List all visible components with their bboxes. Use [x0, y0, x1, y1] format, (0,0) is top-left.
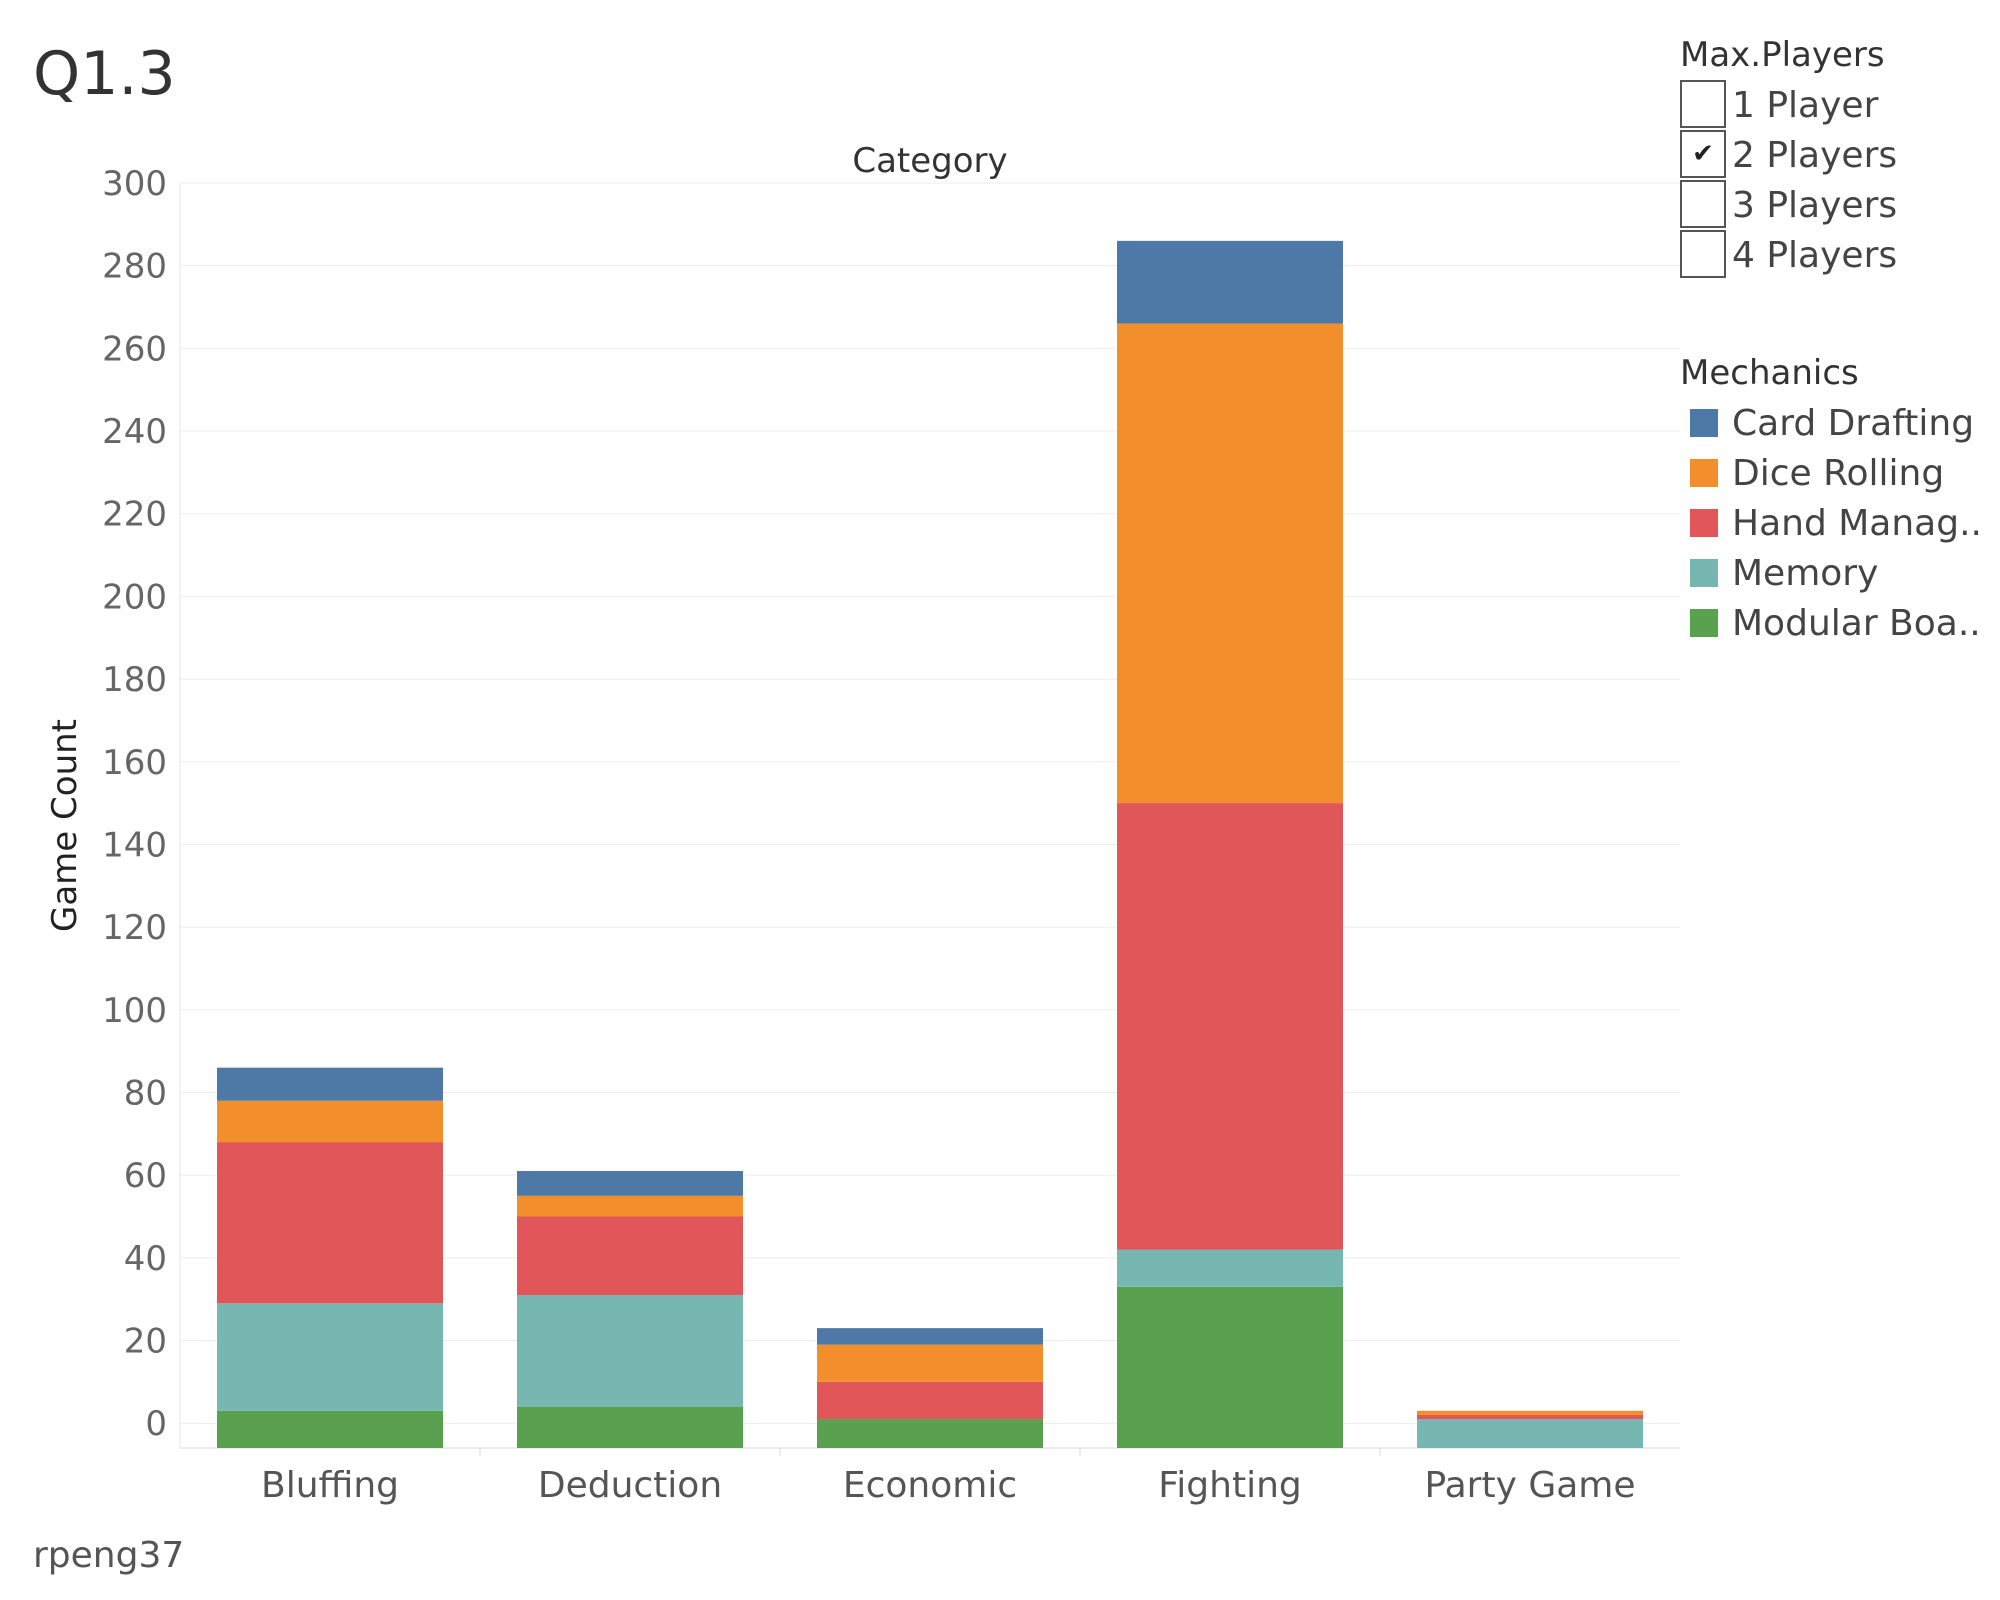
max-players-filter: 1 Player ✔ 2 Players 3 Players 4 Players	[1680, 80, 1990, 280]
filter-option[interactable]: 3 Players	[1680, 180, 1990, 230]
legend-swatch	[1690, 509, 1718, 537]
legend-item-label: Card Drafting	[1732, 402, 1975, 444]
filter-option-label: 3 Players	[1732, 184, 1898, 226]
bar-segment[interactable]	[1117, 240, 1343, 324]
filter-option[interactable]: ✔ 2 Players	[1680, 130, 1990, 180]
y-tick-label: 220	[102, 495, 167, 535]
legend-item-label: Hand Manag..	[1732, 502, 1982, 544]
legend-swatch	[1690, 609, 1718, 637]
legend-item-label: Modular Boa..	[1732, 602, 1981, 644]
bar-segment[interactable]	[217, 1067, 443, 1101]
y-tick-label: 200	[102, 577, 167, 617]
page-title: Q1.3	[33, 39, 176, 109]
legend-item-label: Memory	[1732, 552, 1879, 594]
y-tick-label: 40	[124, 1239, 167, 1279]
bar-segment[interactable]	[1417, 1410, 1643, 1415]
bar-segment[interactable]	[817, 1381, 1043, 1420]
y-tick-label: 280	[102, 247, 167, 287]
max-players-filter-title: Max.Players	[1680, 35, 1885, 75]
x-tick-label: Deduction	[538, 1465, 722, 1506]
bar-segment[interactable]	[817, 1328, 1043, 1345]
filter-option[interactable]: 1 Player	[1680, 80, 1990, 130]
y-tick-label: 260	[102, 329, 167, 369]
legend-item[interactable]: Modular Boa..	[1680, 598, 1990, 648]
y-axis-label: Game Count	[45, 719, 85, 932]
x-tick-label: Bluffing	[261, 1465, 399, 1506]
y-tick-label: 140	[102, 825, 167, 865]
y-tick-label: 60	[124, 1156, 167, 1196]
bar-segment[interactable]	[817, 1419, 1043, 1448]
bar-segment[interactable]	[1117, 803, 1343, 1250]
bar-segment[interactable]	[517, 1171, 743, 1196]
legend-item[interactable]: Dice Rolling	[1680, 448, 1990, 498]
y-tick-label: 0	[145, 1404, 167, 1444]
y-tick-label: 120	[102, 908, 167, 948]
filter-option[interactable]: 4 Players	[1680, 230, 1990, 280]
checkmark-icon: ✔	[1692, 139, 1714, 169]
y-tick-label: 240	[102, 412, 167, 452]
y-tick-label: 180	[102, 660, 167, 700]
bar-segment[interactable]	[517, 1295, 743, 1407]
author-caption: rpeng37	[33, 1535, 185, 1576]
filter-checkbox[interactable]	[1680, 80, 1726, 128]
mechanics-legend-title: Mechanics	[1680, 353, 1859, 393]
legend-swatch	[1690, 409, 1718, 437]
mechanics-legend: Mechanics Card Drafting Dice Rolling Hand …	[1680, 348, 1990, 648]
filter-option-label: 4 Players	[1732, 234, 1898, 276]
bar-segment[interactable]	[517, 1216, 743, 1296]
filter-option-label: 2 Players	[1732, 134, 1898, 176]
bar-segment[interactable]	[1117, 1286, 1343, 1448]
bar-segment[interactable]	[817, 1344, 1043, 1382]
filter-checkbox[interactable]	[1680, 180, 1726, 228]
bar-segment[interactable]	[517, 1406, 743, 1448]
bar-segment[interactable]	[1417, 1419, 1643, 1448]
y-tick-label: 80	[124, 1073, 167, 1113]
y-tick-label: 100	[102, 991, 167, 1031]
legend-item[interactable]: Memory	[1680, 548, 1990, 598]
bar-segment[interactable]	[1117, 323, 1343, 804]
y-tick-label: 20	[124, 1322, 167, 1362]
stacked-bar-chart: Category 0 20 40 60 80 100 120 140 160 180 200 220 24…	[45, 141, 1680, 1506]
x-tick-label: Party Game	[1425, 1465, 1636, 1506]
y-tick-label: 160	[102, 743, 167, 783]
legend-item[interactable]: Hand Manag..	[1680, 498, 1990, 548]
bar-segment[interactable]	[217, 1303, 443, 1411]
legend-panel: Max.Players 1 Player ✔ 2 Players 3 Players 4…	[1680, 30, 1990, 648]
legend-swatch	[1690, 559, 1718, 587]
filter-checkbox[interactable]	[1680, 230, 1726, 278]
bar-segment[interactable]	[217, 1100, 443, 1143]
bar-segment[interactable]	[1417, 1414, 1643, 1420]
bar-segment[interactable]	[217, 1142, 443, 1304]
x-tick-label: Fighting	[1158, 1465, 1302, 1506]
filter-checkbox[interactable]: ✔	[1680, 130, 1726, 178]
filter-option-label: 1 Player	[1732, 84, 1879, 126]
bar-segment[interactable]	[217, 1410, 443, 1448]
legend-swatch	[1690, 459, 1718, 487]
chart-title: Category	[852, 141, 1007, 181]
legend-item-label: Dice Rolling	[1732, 452, 1945, 494]
bar-segment[interactable]	[517, 1195, 743, 1217]
mechanics-legend-items: Card Drafting Dice Rolling Hand Manag.. Mem…	[1680, 398, 1990, 648]
legend-item[interactable]: Card Drafting	[1680, 398, 1990, 448]
x-tick-label: Economic	[843, 1465, 1017, 1506]
bar-segment[interactable]	[1117, 1249, 1343, 1287]
y-tick-label: 300	[102, 164, 167, 204]
